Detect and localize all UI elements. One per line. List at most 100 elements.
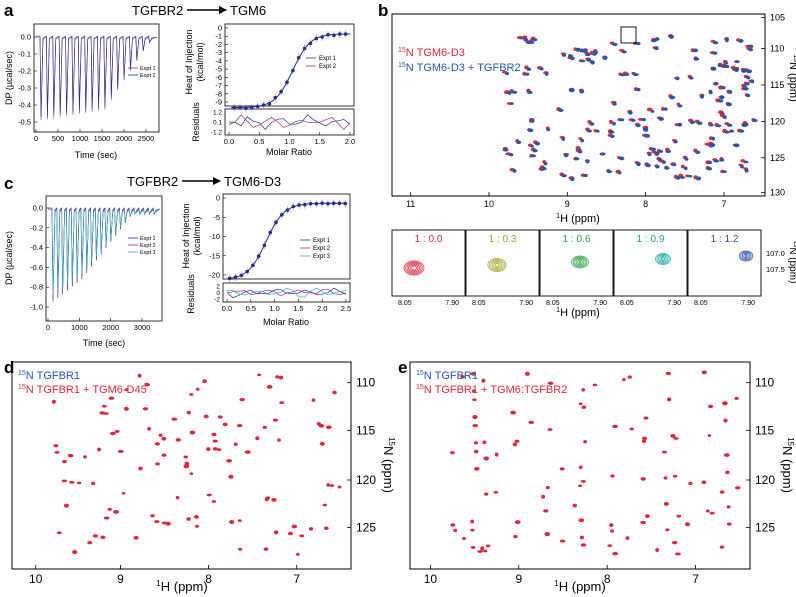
data-point: [308, 201, 313, 206]
nmr-peak: [154, 442, 161, 446]
nmr-peak: [636, 41, 641, 46]
contour-line: [572, 256, 588, 268]
nmr-peak: [670, 433, 676, 438]
nmr-peak: [99, 411, 106, 415]
legend-expt2: Expt 2: [140, 243, 156, 249]
nmr-peak: [509, 102, 514, 105]
panel-a-label: a: [4, 1, 14, 20]
titration-cell-frame: [539, 229, 614, 297]
panel-a-ligand: TGFBR2: [132, 3, 183, 18]
data-point: [302, 46, 307, 51]
hsqc-xtick-label: 8: [205, 572, 212, 586]
nmr-peak: [743, 87, 749, 91]
nmr-peak: [745, 82, 750, 86]
nmr-peak: [746, 69, 753, 74]
iso-legend-expt3: Expt 3: [313, 254, 331, 260]
nmr-peak: [650, 39, 657, 43]
nmr-peak: [524, 72, 530, 76]
nmr-peak: [63, 503, 70, 508]
legend-complex: 15N TGFBR1 + TGM6-D45: [18, 384, 147, 396]
nmr-peak: [108, 396, 115, 400]
nmr-peak: [287, 531, 294, 536]
nmr-peak: [579, 59, 586, 63]
thermogram-xlabel: Time (sec): [83, 338, 125, 348]
contour-line: [493, 262, 501, 268]
titration-cell-frame: [391, 229, 466, 297]
iso-xtick-label: 0.5: [254, 137, 264, 146]
c-thermo-ytick-label: 0.0: [33, 204, 43, 213]
c-thermo-ytick-label: -0.6: [30, 263, 43, 272]
nmr-peak: [723, 61, 729, 65]
data-point: [238, 105, 242, 110]
nmr-peak: [672, 474, 678, 478]
iso-xtick-label: 1.0: [284, 137, 294, 146]
nmr-peak: [712, 41, 719, 45]
data-point: [279, 213, 284, 217]
nmr-peak: [504, 71, 510, 76]
legend-free: 15N TGFBR1: [416, 370, 478, 382]
nmr-peak: [206, 493, 212, 497]
nmr-peak: [609, 523, 614, 528]
isotherm-ylabel-line2: (kcal/mol): [195, 42, 205, 81]
nmr-peak: [510, 410, 516, 415]
nmr-peak: [543, 162, 548, 166]
nmr-peak: [607, 544, 613, 547]
nmr-peak: [461, 536, 467, 541]
panel-d-label: d: [4, 358, 14, 377]
data-point: [337, 32, 342, 36]
contour-line: [490, 260, 504, 270]
nmr-peak: [708, 90, 713, 95]
nmr-peak: [186, 410, 192, 415]
nmr-peak: [701, 480, 707, 485]
nmr-peak: [746, 75, 751, 80]
nmr-peak: [103, 516, 110, 520]
residual-tick-label: -1.2: [211, 130, 223, 137]
nmr-peak: [592, 52, 597, 56]
panel-c: c TGFBR2 TGM6-D3 0 1000 2000 3000 0.0 -0.2 -0…: [4, 174, 351, 348]
iso-ytick-label: -1: [215, 32, 222, 41]
residuals-frame: [224, 108, 355, 136]
nmr-peak: [460, 375, 465, 379]
iso-xtick-label: 2.0: [345, 137, 355, 146]
nmr-peak: [583, 49, 588, 54]
hsqc-ylabel: 15N (ppm): [787, 54, 796, 102]
nmr-peak: [578, 402, 583, 406]
nmr-peak: [186, 517, 191, 521]
thermogram-traces: [36, 35, 158, 121]
nmr-peak: [679, 176, 686, 179]
data-point: [291, 204, 296, 209]
nmr-peak: [662, 450, 667, 454]
nmr-peak: [635, 123, 641, 128]
nmr-peak: [612, 552, 619, 556]
titration-xtick-left: 8.05: [472, 300, 486, 307]
nmr-peak: [636, 87, 641, 92]
nmr-peak: [612, 42, 618, 46]
nmr-peak: [583, 173, 588, 178]
nmr-peak: [578, 518, 585, 523]
titration-xtick-left: 8.05: [546, 300, 560, 307]
nmr-peak: [226, 459, 233, 463]
nmr-peak: [56, 531, 62, 535]
nmr-peak: [602, 56, 608, 60]
nmr-peak: [541, 494, 546, 499]
hsqc-frame: [409, 361, 751, 570]
titration-xlabel: 1H (ppm): [556, 307, 600, 319]
contour-line: [491, 261, 503, 269]
nmr-peak: [189, 472, 194, 476]
residual-trace-1: [228, 114, 351, 130]
nmr-peak: [189, 430, 196, 435]
nmr-peak: [147, 426, 152, 431]
contour-line: [409, 264, 419, 272]
nmr-peak: [578, 484, 583, 488]
hsqc-ytick-label: 110: [755, 376, 774, 390]
nmr-peak: [665, 528, 670, 532]
legend-expt1: Expt 1: [140, 236, 156, 242]
panel-c-ligand: TGFBR2: [127, 174, 178, 189]
nmr-peak: [493, 490, 499, 494]
nmr-peak: [738, 129, 745, 133]
legend-expt1: Expt 1: [140, 66, 156, 72]
nmr-peak: [238, 547, 243, 551]
a-thermo-ytick-label: -0.5: [18, 118, 31, 127]
data-point: [320, 201, 324, 205]
nmr-peak: [650, 109, 655, 113]
